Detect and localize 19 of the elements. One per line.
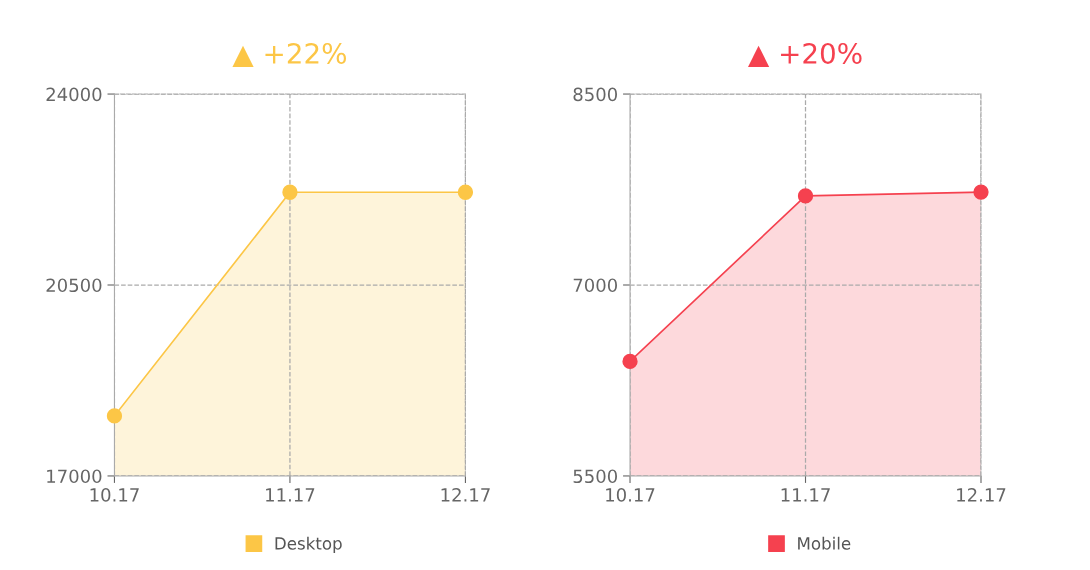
point (797, 188, 814, 204)
y-tick-label: 17000 (47, 469, 102, 484)
x-tick-label: 12.17 (441, 488, 490, 502)
point (973, 184, 989, 200)
chart-title: ▲ +20% (747, 42, 862, 67)
y-tick-label: 7000 (573, 278, 618, 293)
x-tick-label: 12.17 (957, 488, 1006, 502)
x-tick-label: 10.17 (606, 488, 655, 502)
x-tick-label: 11.17 (266, 488, 315, 502)
legend-label: Desktop (275, 536, 342, 553)
y-tick-label: 24000 (46, 87, 102, 102)
y-tick-label: 8500 (573, 87, 618, 102)
x-tick-label: 10.17 (90, 488, 139, 502)
y-tick-label: 20500 (46, 278, 102, 293)
x-tick-label: 11.17 (781, 488, 830, 502)
chart-title: ▲ +22% (232, 42, 347, 67)
legend-label: Mobile (798, 536, 851, 550)
point (622, 353, 638, 370)
y-tick-label: 5500 (573, 469, 618, 484)
